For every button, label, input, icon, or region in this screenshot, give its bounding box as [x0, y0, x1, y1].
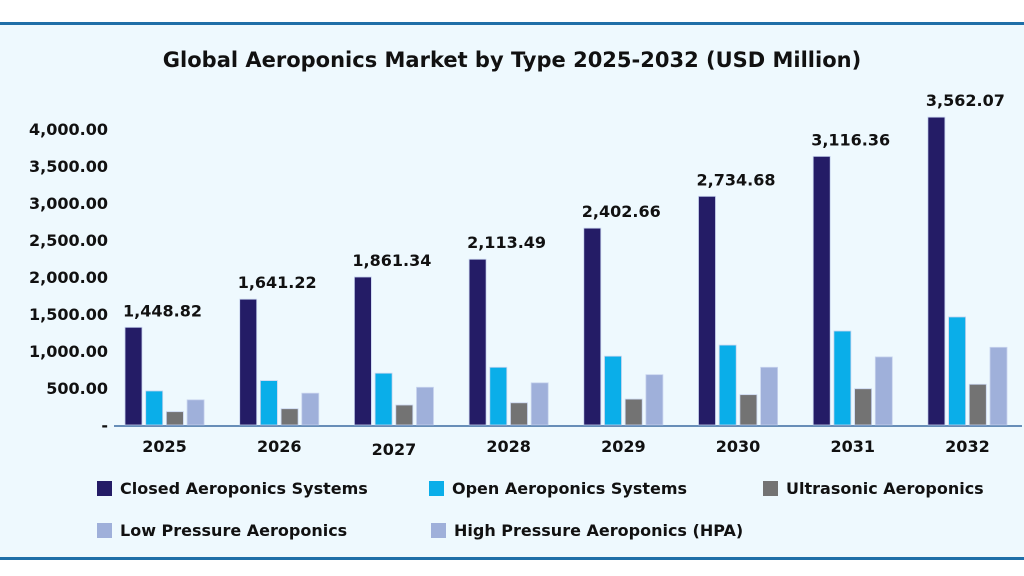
legend-label: Low Pressure Aeroponics: [120, 521, 348, 540]
bar-ultrasonic-aeroponics-2028: [510, 402, 528, 426]
bar-open-aeroponics-systems-2030: [718, 344, 737, 426]
bar-ultrasonic-aeroponics-2029: [624, 398, 643, 426]
bar-open-aeroponics-systems-2026: [259, 380, 278, 426]
legend-item: Closed Aeroponics Systems: [97, 479, 368, 498]
bar-open-aeroponics-systems-2028: [489, 366, 508, 426]
bar-low-pressure-aeroponics-2031: [874, 356, 893, 426]
legend-item: High Pressure Aeroponics (HPA): [431, 521, 743, 540]
bar-open-aeroponics-systems-2029: [604, 355, 622, 426]
bar-ultrasonic-aeroponics-2025: [165, 411, 184, 426]
bar-ultrasonic-aeroponics-2032: [968, 383, 987, 426]
y-tick-label: 2,000.00: [29, 268, 108, 287]
bar-low-pressure-aeroponics-2030: [760, 366, 778, 426]
bar-closed-aeroponics-systems-2027: [353, 276, 372, 426]
legend-swatch: [763, 481, 778, 496]
bar-closed-aeroponics-systems-2026: [239, 298, 258, 426]
bar-ultrasonic-aeroponics-2031: [854, 388, 872, 426]
bar-low-pressure-aeroponics-2026: [301, 392, 320, 426]
legend-item: Ultrasonic Aeroponics: [763, 479, 984, 498]
bar-ultrasonic-aeroponics-2026: [280, 408, 299, 426]
bar-low-pressure-aeroponics-2029: [645, 374, 664, 426]
data-label: 1,861.34: [352, 251, 431, 270]
x-tick-label: 2027: [372, 440, 417, 459]
legend-swatch: [429, 481, 444, 496]
x-tick-label: 2025: [142, 437, 187, 456]
bar-low-pressure-aeroponics-2025: [186, 399, 205, 426]
bar-open-aeroponics-systems-2027: [374, 372, 393, 426]
bar-closed-aeroponics-systems-2029: [583, 227, 602, 426]
chart-frame: [0, 22, 1024, 560]
legend-swatch: [97, 481, 112, 496]
legend-label: Open Aeroponics Systems: [452, 479, 688, 498]
y-tick-label: 4,000.00: [29, 120, 108, 139]
bar-closed-aeroponics-systems-2028: [468, 258, 487, 426]
bar-closed-aeroponics-systems-2031: [812, 155, 831, 426]
x-tick-label: 2031: [830, 437, 875, 456]
legend-label: Ultrasonic Aeroponics: [786, 479, 984, 498]
data-label: 1,448.82: [123, 301, 202, 320]
bar-low-pressure-aeroponics-2032: [989, 346, 1008, 426]
y-tick-label: 500.00: [46, 379, 108, 398]
legend-label: Closed Aeroponics Systems: [120, 479, 368, 498]
legend-label: High Pressure Aeroponics (HPA): [454, 521, 744, 540]
bar-closed-aeroponics-systems-2032: [927, 116, 946, 426]
bar-open-aeroponics-systems-2025: [145, 390, 164, 426]
legend-swatch: [97, 523, 112, 538]
bar-closed-aeroponics-systems-2025: [124, 326, 143, 426]
x-tick-label: 2028: [486, 437, 531, 456]
bar-ultrasonic-aeroponics-2027: [395, 404, 414, 426]
x-tick-label: 2026: [257, 437, 302, 456]
bar-low-pressure-aeroponics-2027: [416, 386, 434, 426]
data-label: 2,734.68: [697, 170, 776, 189]
data-label: 2,113.49: [467, 233, 546, 252]
bar-open-aeroponics-systems-2031: [833, 330, 852, 426]
x-tick-label: 2029: [601, 437, 646, 456]
y-tick-label: 3,000.00: [29, 194, 108, 213]
legend-item: Open Aeroponics Systems: [429, 479, 687, 498]
data-label: 3,562.07: [926, 91, 1005, 110]
legend-item: Low Pressure Aeroponics: [97, 521, 347, 540]
y-tick-label: 2,500.00: [29, 231, 108, 250]
y-tick-label: 1,000.00: [29, 342, 108, 361]
x-tick-label: 2032: [945, 437, 990, 456]
bar-closed-aeroponics-systems-2030: [698, 195, 716, 426]
y-tick-label: 3,500.00: [29, 157, 108, 176]
x-tick-label: 2030: [716, 437, 761, 456]
y-tick-label: -: [101, 416, 108, 435]
bar-ultrasonic-aeroponics-2030: [739, 394, 758, 426]
bar-open-aeroponics-systems-2032: [948, 316, 966, 426]
data-label: 3,116.36: [811, 130, 890, 149]
y-tick-label: 1,500.00: [29, 305, 108, 324]
chart-title: Global Aeroponics Market by Type 2025-20…: [162, 48, 862, 72]
bar-low-pressure-aeroponics-2028: [530, 382, 549, 426]
data-label: 2,402.66: [582, 202, 661, 221]
legend-swatch: [431, 523, 446, 538]
data-label: 1,641.22: [238, 273, 317, 292]
